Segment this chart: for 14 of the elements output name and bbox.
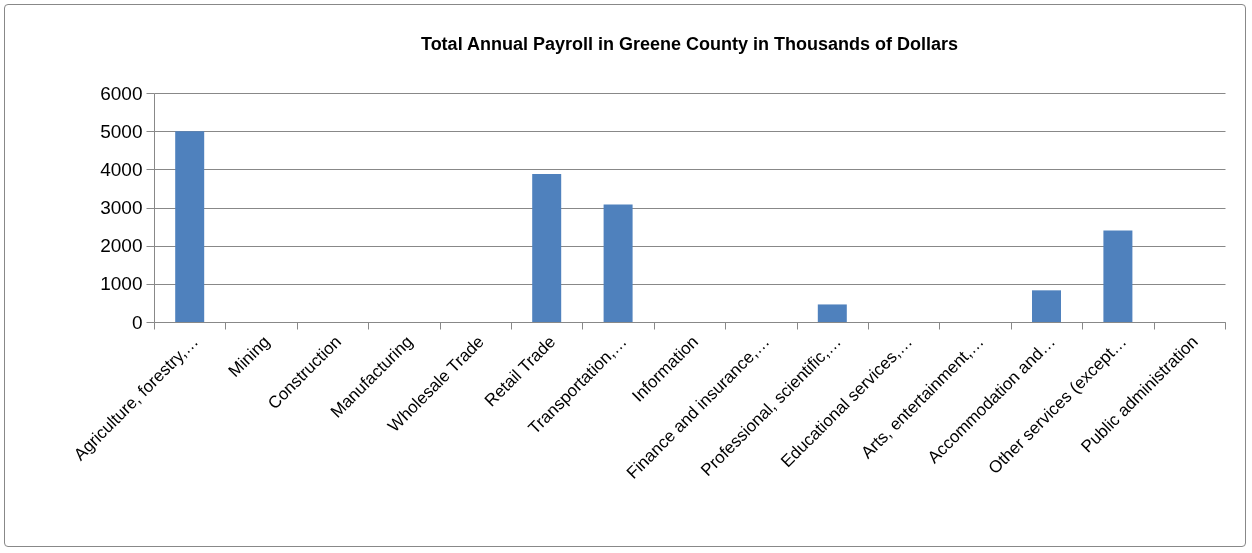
bar bbox=[175, 131, 205, 322]
y-tick-label: 1000 bbox=[100, 273, 143, 295]
bar bbox=[1103, 230, 1133, 322]
y-tick-label: 0 bbox=[131, 311, 143, 333]
bar bbox=[603, 204, 633, 322]
bar bbox=[532, 173, 562, 322]
bar bbox=[817, 304, 847, 322]
y-tick-label: 6000 bbox=[100, 82, 143, 104]
y-tick-label: 4000 bbox=[100, 158, 143, 180]
y-tick-label: 5000 bbox=[100, 120, 143, 142]
chart-title: Total Annual Payroll in Greene County in Thousands of Dollars bbox=[420, 34, 959, 54]
y-tick-label: 2000 bbox=[100, 235, 143, 257]
bar bbox=[1032, 290, 1061, 322]
y-tick-label: 3000 bbox=[100, 197, 143, 218]
